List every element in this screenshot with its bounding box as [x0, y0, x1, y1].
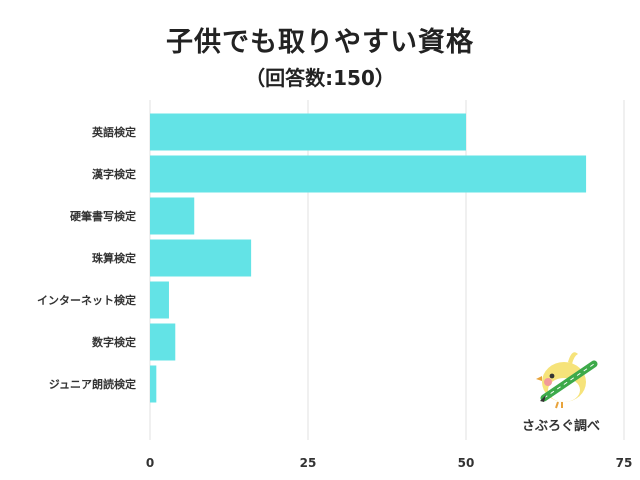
- category-label-6: ジュニア朗読検定: [49, 377, 136, 391]
- brand-label: さぶろぐ調べ: [522, 419, 601, 434]
- bar-6: [150, 365, 157, 403]
- bar-5: [150, 323, 176, 361]
- category-label-4: インターネット検定: [37, 293, 136, 307]
- bar-2: [150, 197, 195, 235]
- category-label-1: 漢字検定: [92, 167, 136, 181]
- x-tick-label-0: 0: [146, 456, 154, 470]
- bar-0: [150, 113, 466, 151]
- x-tick-label-1: 25: [300, 456, 317, 470]
- bar-3: [150, 239, 252, 277]
- category-label-3: 珠算検定: [92, 251, 136, 265]
- bar-1: [150, 155, 587, 193]
- category-label-0: 英語検定: [91, 125, 136, 139]
- chart-title: 子供でも取りやすい資格: [166, 27, 474, 58]
- x-tick-label-2: 50: [458, 456, 475, 470]
- bird-mascot-icon: [536, 352, 598, 409]
- bar-4: [150, 281, 169, 319]
- category-label-5: 数字検定: [92, 335, 136, 349]
- category-label-2: 硬筆書写検定: [70, 209, 136, 223]
- chart-subtitle: （回答数:150）: [245, 66, 395, 90]
- x-tick-label-3: 75: [616, 456, 633, 470]
